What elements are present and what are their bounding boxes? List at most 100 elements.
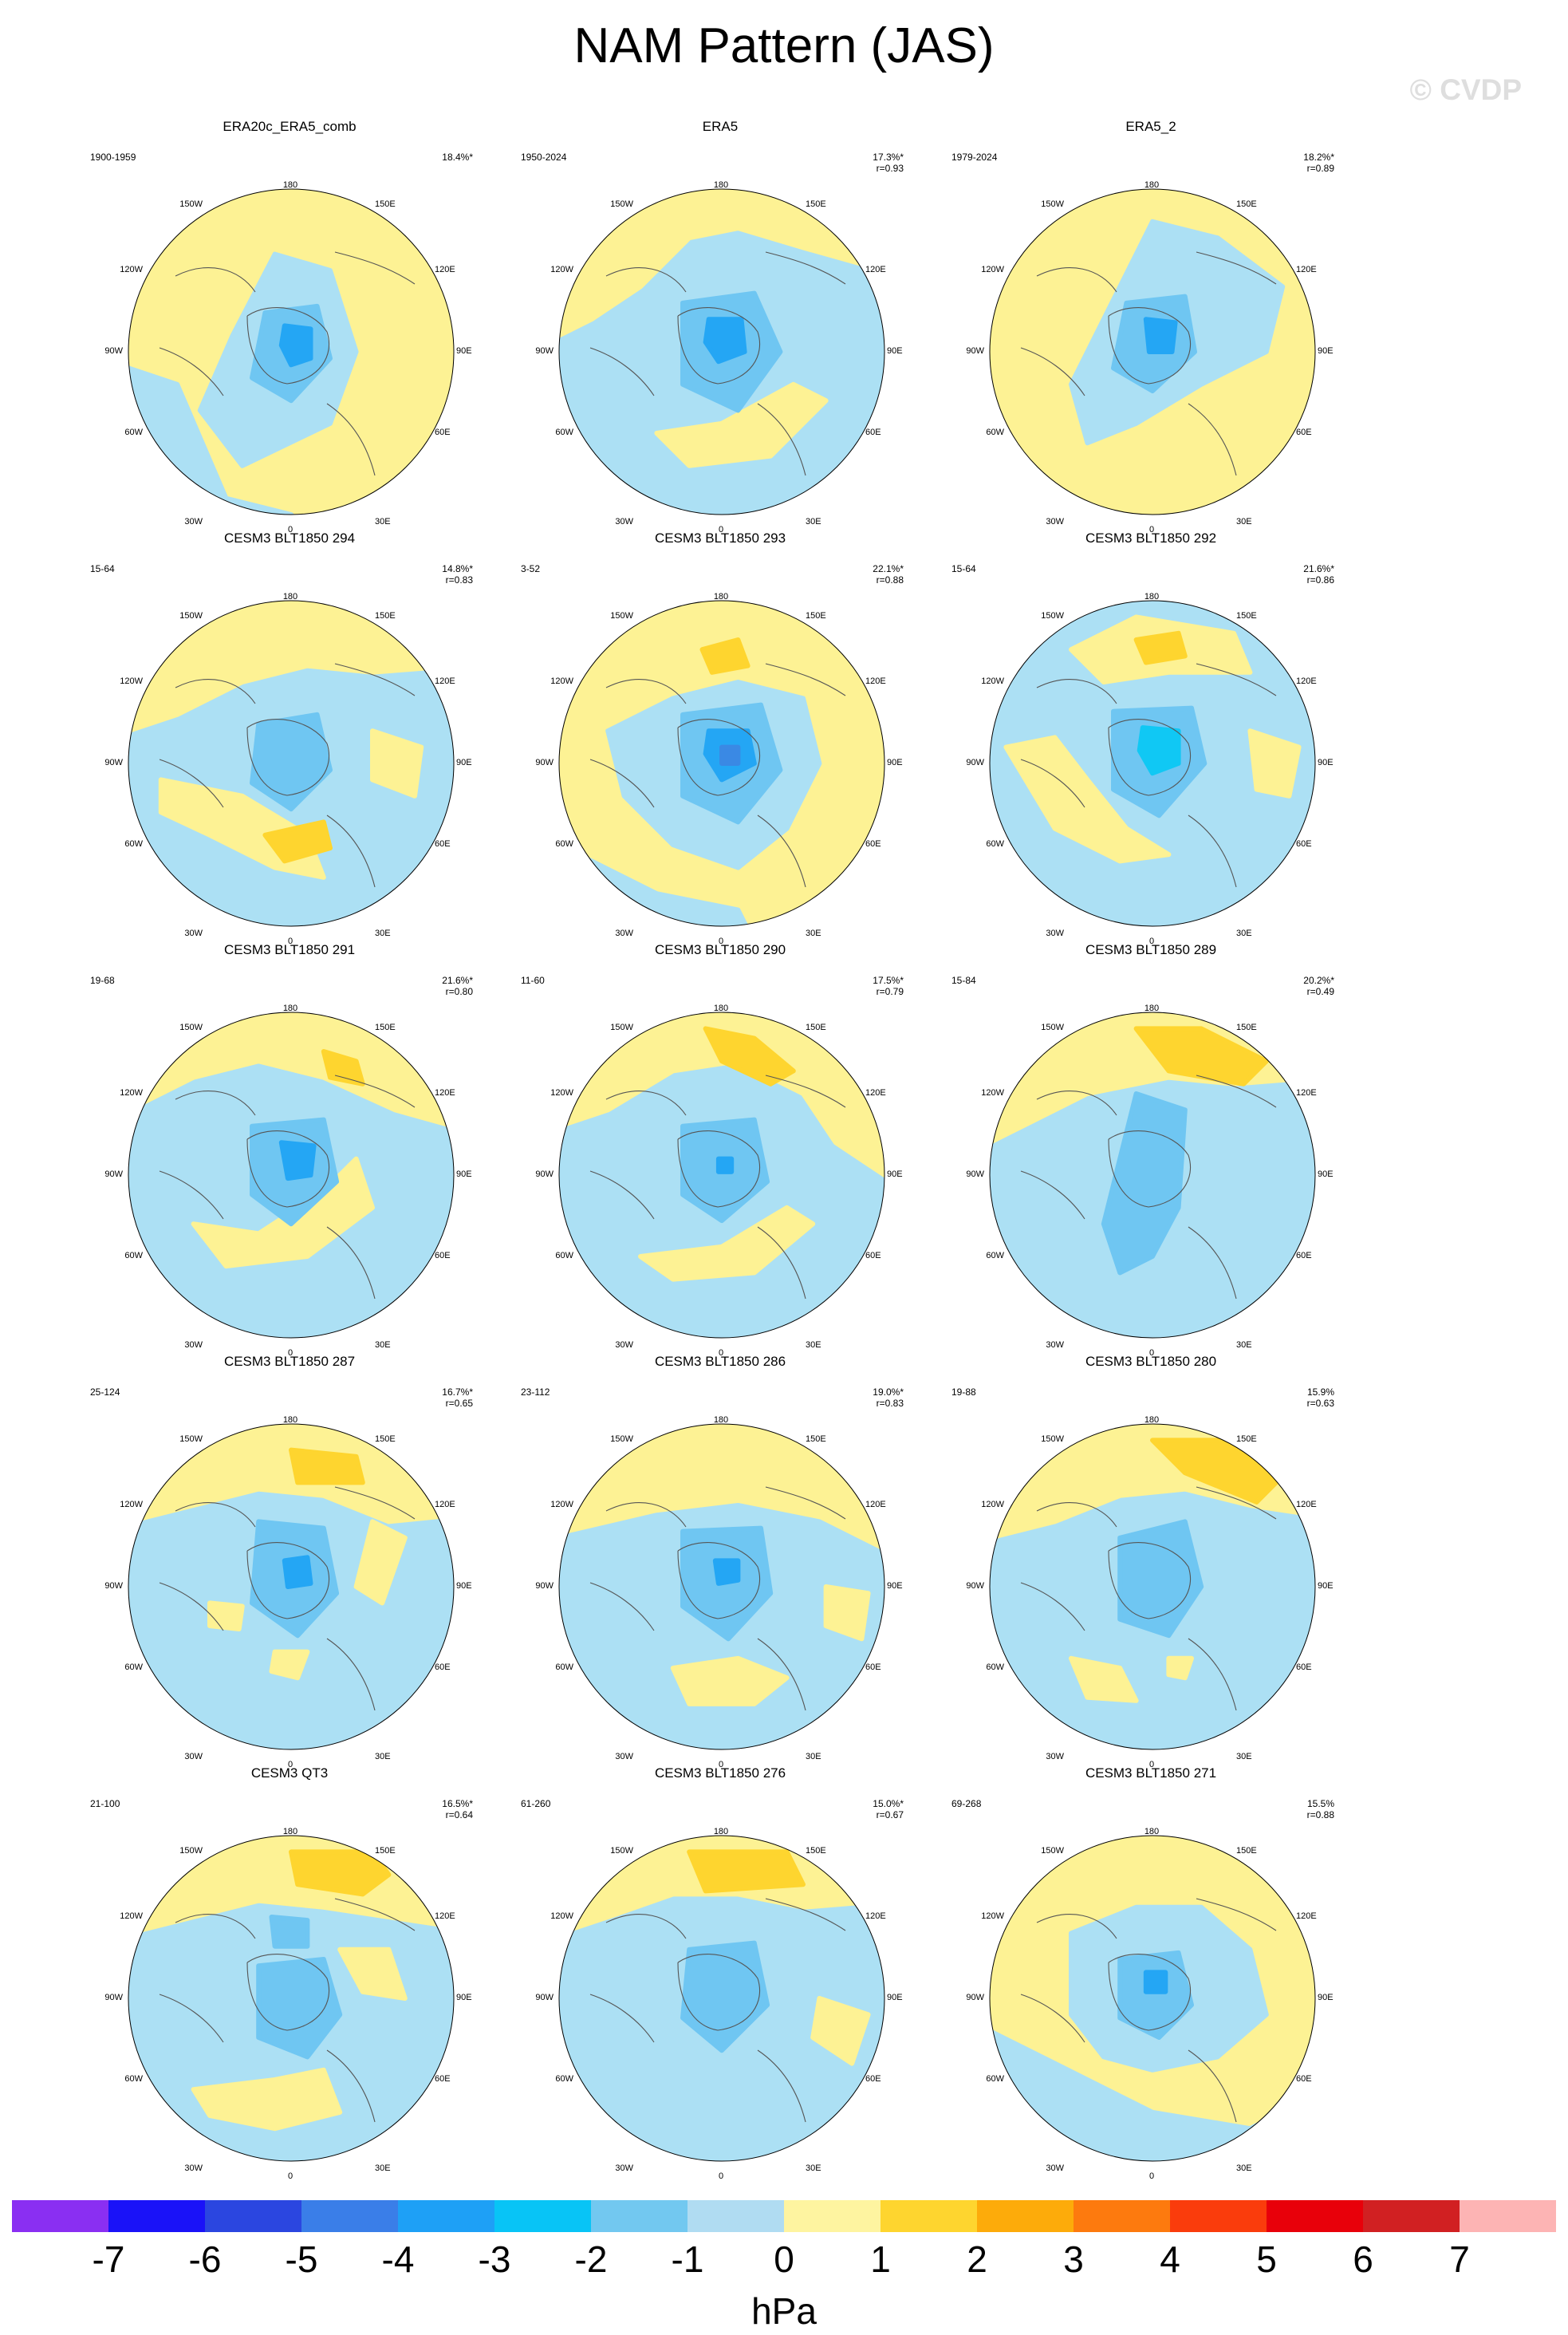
longitude-label: 60E — [1296, 2074, 1312, 2084]
polar-map — [989, 1835, 1316, 2162]
longitude-label: 60E — [435, 1251, 451, 1260]
longitude-label: 60E — [435, 839, 451, 849]
polar-map — [128, 1423, 455, 1750]
longitude-label: 90W — [535, 346, 554, 356]
anomaly-region — [1117, 1950, 1194, 2040]
longitude-label: 30E — [375, 1340, 391, 1350]
longitude-label: 90E — [1318, 346, 1334, 356]
panel-title: CESM3 BLT1850 290 — [654, 942, 786, 957]
longitude-label: 180 — [1144, 592, 1160, 601]
coastline — [589, 1898, 846, 2123]
colorbar-cell — [1460, 2200, 1556, 2232]
longitude-label: 90E — [1318, 1581, 1334, 1591]
map-border — [558, 600, 885, 927]
longitude-label: 120W — [550, 1088, 573, 1098]
anomaly-region — [1143, 1970, 1168, 1994]
longitude-label: 150W — [179, 1434, 203, 1444]
longitude-label: 30E — [1236, 929, 1252, 938]
panel-correlation: r=0.93 — [876, 163, 904, 174]
longitude-label: 60E — [865, 1663, 881, 1672]
anomaly-region — [321, 1049, 365, 1087]
anomaly-region — [1003, 735, 1172, 864]
panel-variance-percent: 20.2%* — [1303, 975, 1334, 986]
polar-map — [989, 188, 1316, 515]
colorbar-cell — [1074, 2200, 1170, 2232]
colorbar-tick-label: 3 — [1063, 2238, 1084, 2280]
map-border — [989, 1835, 1316, 2162]
colorbar-cell — [784, 2200, 881, 2232]
longitude-label: 60W — [124, 2074, 143, 2084]
panel-correlation: r=0.80 — [445, 986, 473, 997]
anomaly-region — [278, 323, 313, 368]
longitude-label: 150W — [610, 1846, 633, 1856]
anomaly-region — [1150, 1438, 1278, 1505]
map-border — [989, 1423, 1316, 1750]
polar-map — [128, 188, 455, 515]
longitude-label: 90W — [104, 758, 123, 767]
longitude-label: 90W — [104, 1581, 123, 1591]
colorbar-cell — [881, 2200, 977, 2232]
longitude-label: 30E — [375, 1752, 391, 1761]
longitude-label: 120W — [120, 265, 143, 274]
anomaly-region — [1137, 725, 1181, 776]
longitude-label: 120W — [120, 1500, 143, 1509]
longitude-label: 30E — [1236, 517, 1252, 527]
longitude-label: 90W — [104, 1169, 123, 1179]
map-border — [558, 1012, 885, 1339]
coastline — [159, 663, 416, 888]
colorbar-tick-label: -2 — [574, 2238, 608, 2280]
longitude-label: 60E — [865, 1251, 881, 1260]
longitude-label: 60E — [435, 2074, 451, 2084]
longitude-label: 0 — [1148, 2171, 1155, 2181]
longitude-label: 90W — [535, 758, 554, 767]
map-border — [558, 1423, 885, 1750]
anomaly-region — [703, 317, 747, 365]
longitude-label: 90W — [966, 1581, 984, 1591]
map-panel: CESM3 BLT1850 287 25-124 16.7%* r=0.65 180 15… — [74, 1353, 505, 1769]
map-border — [128, 1423, 455, 1750]
longitude-label: 150W — [179, 199, 203, 209]
longitude-label: 0 — [1148, 525, 1155, 534]
longitude-label: 120E — [435, 676, 455, 686]
anomaly-region — [719, 744, 741, 766]
longitude-label: 90E — [1318, 758, 1334, 767]
longitude-label: 60W — [555, 839, 573, 849]
panel-variance-percent: 21.6%* — [1303, 563, 1334, 574]
map-panel: CESM3 BLT1850 286 23-112 19.0%* r=0.83 180 15… — [505, 1353, 936, 1769]
coastline — [159, 251, 416, 476]
colorbar-cell — [1267, 2200, 1363, 2232]
longitude-label: 150W — [610, 1023, 633, 1032]
longitude-label: 30W — [615, 517, 633, 527]
longitude-label: 0 — [287, 937, 294, 946]
anomaly-region — [289, 1447, 365, 1485]
longitude-label: 150W — [610, 1434, 633, 1444]
longitude-label: 90E — [456, 1169, 472, 1179]
colorbar-cell — [205, 2200, 301, 2232]
longitude-label: 180 — [282, 1827, 298, 1836]
longitude-label: 150W — [610, 611, 633, 621]
longitude-label: 0 — [287, 1760, 294, 1769]
map-panel: CESM3 BLT1850 292 15-64 21.6%* r=0.86 180 150… — [936, 530, 1366, 946]
colorbar-units: hPa — [751, 2290, 817, 2332]
longitude-label: 90E — [456, 758, 472, 767]
anomaly-region — [1133, 1026, 1269, 1087]
longitude-label: 60E — [435, 1663, 451, 1672]
anomaly-region — [370, 728, 424, 799]
longitude-label: 60W — [986, 2074, 1004, 2084]
longitude-label: 60W — [555, 1663, 573, 1672]
coastline — [159, 1486, 416, 1711]
map-border — [128, 600, 455, 927]
anomaly-region — [559, 189, 884, 338]
map-panel: ERA20c_ERA5_comb 1900-1959 18.4%* 180 150W 15… — [74, 118, 505, 534]
coastline — [589, 1075, 846, 1300]
polar-map — [128, 1012, 455, 1339]
panel-variance-percent: 16.5%* — [442, 1798, 473, 1809]
longitude-label: 90W — [535, 1169, 554, 1179]
map-border — [989, 188, 1316, 515]
longitude-label: 60E — [865, 839, 881, 849]
longitude-label: 120E — [435, 1500, 455, 1509]
panel-variance-percent: 15.9% — [1306, 1386, 1334, 1398]
anomaly-region — [289, 1849, 392, 1897]
colorbar-cell — [108, 2200, 205, 2232]
panel-title: ERA20c_ERA5_comb — [223, 119, 357, 134]
